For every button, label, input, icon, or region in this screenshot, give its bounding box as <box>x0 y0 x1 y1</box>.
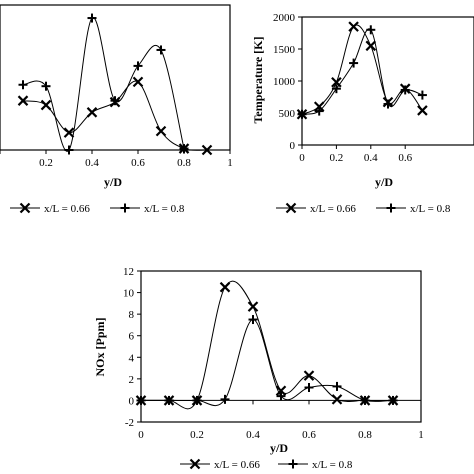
legend-marker-b <box>285 202 297 214</box>
x-tick-label: 0.2 <box>190 429 204 441</box>
y-tick-label: 4 <box>129 352 135 364</box>
y-tick-label: 500 <box>279 108 296 120</box>
legend-label: x/L = 0.66 <box>214 459 260 471</box>
x-tick-label: 0.4 <box>364 152 378 164</box>
x-tick-label: 0 <box>138 429 144 441</box>
x-tick-label: 1 <box>418 429 424 441</box>
data-point-cross-b <box>275 385 287 396</box>
data-point-cross-b <box>63 127 75 138</box>
y-tick-label: 8 <box>129 309 135 321</box>
y-axis-label: NOx [Ppm] <box>93 318 107 377</box>
plot-frame <box>140 270 422 423</box>
series-group <box>296 21 428 120</box>
data-point-cross-b <box>40 99 52 111</box>
plot-frame <box>0 4 231 151</box>
legend-marker-b <box>189 458 201 470</box>
y-tick-label: 6 <box>129 331 135 343</box>
data-point-cross-b <box>201 144 213 156</box>
legend-label: x/L = 0.66 <box>310 203 356 215</box>
legend-label: x/L = 0.8 <box>410 203 451 215</box>
x-tick-label: 0.4 <box>246 429 260 441</box>
x-tick-label: 0.8 <box>177 157 191 169</box>
chart-bottom-nox: 0 0.2 0.4 0.6 0.8 1 -2 0 2 4 6 8 10 12 y/D NOx [Ppm] x/L… <box>93 266 424 471</box>
x-tick-label: 0.6 <box>302 429 316 441</box>
series-group <box>17 13 213 156</box>
x-axis-label: y/D <box>375 175 393 189</box>
data-point-cross-b <box>155 125 167 137</box>
x-tick-label: 0.4 <box>85 157 99 169</box>
plot-frame <box>301 16 474 146</box>
y-tick-label: 0 <box>129 395 135 407</box>
y-tick-label: 2 <box>129 374 135 386</box>
y-tick-label: 1500 <box>273 44 296 56</box>
y-axis-label: Temperature [K] <box>251 37 265 124</box>
data-point-cross-b <box>331 77 342 88</box>
x-tick-label: 0.2 <box>330 152 344 164</box>
x-axis-label: y/D <box>104 175 122 189</box>
data-point-cross-b <box>331 394 343 405</box>
series-line-xl066 <box>140 280 394 410</box>
x-tick-label: 0.2 <box>39 157 53 169</box>
x-tick-label: 0.6 <box>398 152 412 164</box>
data-point-cross-b <box>86 107 98 118</box>
data-point-cross-b <box>303 370 315 381</box>
data-point-cross-b <box>365 40 377 52</box>
x-tick-label: 1 <box>227 157 233 169</box>
y-tick-label: 10 <box>123 288 135 300</box>
series-line-xl08 <box>301 28 423 115</box>
x-axis-label: y/D <box>270 441 288 455</box>
legend-label: x/L = 0.66 <box>44 203 90 215</box>
chart-top-left: 0.2 0.4 0.6 0.8 1 y/D x/L = 0.66 x/L = 0.8 <box>0 4 233 215</box>
data-point-cross-b <box>348 21 359 32</box>
y-tick-label: 2000 <box>273 12 296 24</box>
data-point-cross-b <box>17 95 29 106</box>
legend-label: x/L = 0.8 <box>312 459 353 471</box>
x-tick-label: 0.8 <box>358 429 372 441</box>
y-tick-label: -2 <box>125 417 134 429</box>
data-point-cross-b <box>132 76 144 88</box>
data-point-cross-b <box>417 105 428 116</box>
legend-marker-b <box>19 202 31 214</box>
legend-label: x/L = 0.8 <box>144 203 185 215</box>
y-tick-label: 0 <box>290 140 296 152</box>
series-group <box>135 280 399 410</box>
y-tick-label: 1000 <box>273 76 296 88</box>
data-point-cross-b <box>247 301 259 312</box>
x-tick-label: 0.6 <box>131 157 145 169</box>
series-line-xl066 <box>22 80 208 151</box>
x-tick-label: 0 <box>299 152 305 164</box>
data-point-cross-b <box>219 281 231 293</box>
series-line-xl08 <box>140 319 394 407</box>
y-tick-label: 12 <box>123 266 134 278</box>
chart-top-right: 0 0.2 0.4 0.6 0 500 1000 1500 2000 y/D Temperature… <box>251 12 474 215</box>
series-line-xl066 <box>301 24 423 115</box>
